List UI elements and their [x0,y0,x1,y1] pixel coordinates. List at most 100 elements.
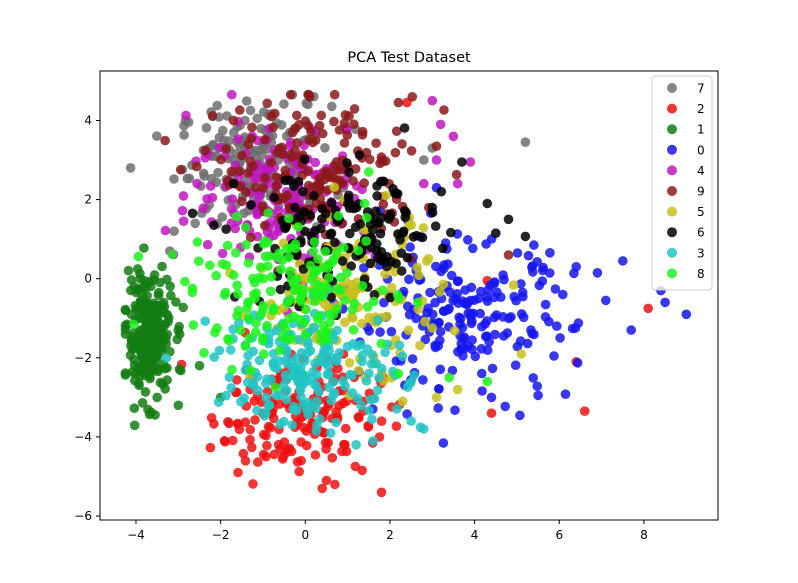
point-series-8 [245,365,256,376]
point-series-0 [526,325,536,335]
point-series-6 [482,198,493,209]
plot-frame [99,70,719,521]
point-series-8 [233,289,243,299]
point-series-8 [285,266,295,277]
point-series-8 [212,323,222,333]
point-series-3 [248,346,258,357]
point-series-2 [232,418,243,429]
point-series-8 [251,327,261,338]
point-series-7 [179,121,189,131]
point-series-8 [412,297,423,308]
point-series-8 [258,300,269,311]
point-series-0 [411,313,421,324]
point-series-9 [243,139,254,150]
point-series-9 [393,97,404,108]
point-series-9 [245,232,256,243]
point-series-0 [477,386,487,396]
point-series-3 [291,353,302,363]
point-series-7 [218,125,228,136]
point-series-0 [498,331,509,341]
point-series-2 [220,436,230,447]
point-series-1 [194,360,205,371]
point-series-2 [228,435,238,446]
point-series-1 [130,368,141,379]
point-series-0 [480,331,491,342]
point-series-7 [303,99,313,110]
point-series-7 [257,150,267,160]
point-series-9 [200,145,211,156]
point-series-6 [309,191,319,201]
point-series-4 [217,248,228,259]
point-series-2 [327,453,338,463]
point-series-2 [245,424,255,435]
point-series-1 [129,420,140,431]
x-tick-label: 6 [555,528,563,542]
point-series-8 [255,262,266,272]
point-series-0 [601,295,611,306]
point-series-6 [326,198,337,208]
point-series-8 [211,270,221,281]
point-series-3 [334,348,345,358]
point-series-2 [250,415,260,425]
point-series-4 [465,157,476,167]
point-series-1 [137,325,148,335]
legend-marker [667,227,677,238]
point-series-8 [266,286,276,297]
point-series-0 [405,242,415,252]
point-series-0 [407,354,418,364]
point-series-3 [362,344,373,354]
point-series-1 [145,276,155,287]
point-series-1 [162,363,172,373]
point-series-1 [150,410,160,420]
point-series-9 [329,160,340,171]
point-series-5 [412,262,423,273]
point-series-4 [160,225,171,236]
point-series-3 [303,339,313,350]
point-series-9 [237,150,247,161]
point-series-0 [404,274,414,285]
point-series-8 [259,349,269,359]
point-series-2 [301,426,312,436]
point-series-5 [348,313,358,323]
point-series-9 [266,111,277,122]
point-series-6 [438,243,448,254]
point-series-0 [522,338,533,349]
legend-marker [667,268,677,279]
point-series-5 [357,318,367,329]
point-series-8 [305,260,316,271]
legend-label: 8 [697,267,705,281]
point-series-2 [330,479,340,490]
point-series-0 [425,287,435,298]
point-series-0 [510,360,521,371]
point-series-3 [279,416,289,427]
point-series-8 [309,237,320,247]
point-series-6 [365,258,376,269]
point-series-9 [339,138,350,148]
point-series-6 [372,191,382,201]
point-series-0 [516,279,526,289]
point-series-0 [386,326,397,337]
point-series-0 [532,381,542,392]
point-series-3 [351,440,361,450]
point-series-8 [362,212,372,223]
point-series-2 [261,451,271,462]
point-series-8 [235,325,246,336]
point-series-2 [209,419,219,429]
point-series-0 [492,287,502,298]
point-series-6 [246,200,256,210]
point-series-7 [520,137,531,147]
point-series-5 [364,312,374,323]
point-series-9 [365,154,375,165]
point-series-0 [540,299,551,310]
point-series-8 [217,259,228,269]
point-series-1 [144,308,155,319]
point-series-1 [146,366,156,377]
point-series-6 [317,214,327,224]
point-series-5 [406,220,417,230]
point-series-6 [290,202,300,213]
point-series-9 [258,183,268,193]
point-series-0 [560,389,571,400]
point-series-9 [290,123,300,134]
point-series-0 [681,309,692,320]
